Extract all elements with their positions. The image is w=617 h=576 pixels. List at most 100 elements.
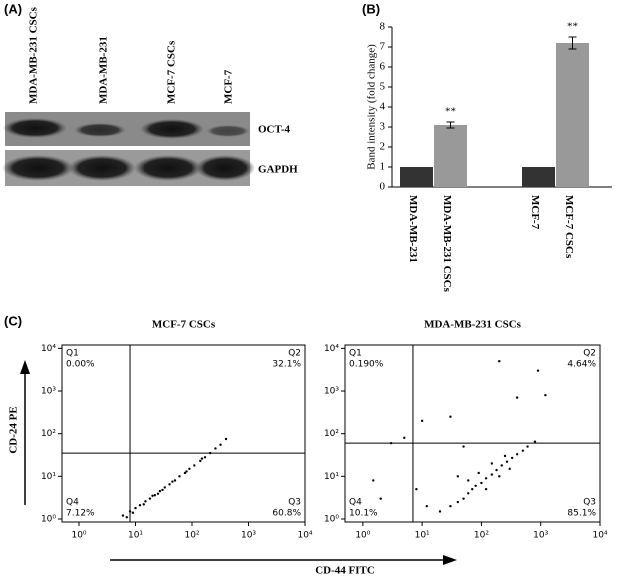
quadrant-percent: 4.64% xyxy=(567,360,596,370)
plot-title: MDA-MB-231 CSCs xyxy=(424,319,522,331)
blot-row-label: OCT-4 xyxy=(258,124,290,136)
point xyxy=(138,504,142,507)
point xyxy=(505,460,509,463)
point xyxy=(462,497,465,500)
quadrant-percent: 60.8% xyxy=(272,509,301,519)
point xyxy=(171,480,174,483)
x-tick-label: 10⁰ xyxy=(71,531,86,541)
y-tick-label: 10³ xyxy=(41,387,56,397)
point xyxy=(425,504,429,508)
quadrant-percent: 0.190% xyxy=(349,360,384,370)
point xyxy=(214,447,217,450)
y-tick-label: 10¹ xyxy=(324,472,339,482)
bar xyxy=(434,125,467,187)
y-axis-label: Band intensity (fold change) xyxy=(366,44,378,170)
point xyxy=(438,510,442,513)
point xyxy=(153,494,157,497)
x-tick-label: 10⁴ xyxy=(297,531,312,541)
point xyxy=(474,484,477,487)
x-tick-label: MCF-7 CSCs xyxy=(563,195,575,259)
point xyxy=(498,360,501,363)
y-tick-label: 6 xyxy=(380,61,386,73)
x-tick-label: 10⁴ xyxy=(592,531,607,541)
point xyxy=(515,396,519,399)
quadrant-percent: 85.1% xyxy=(567,509,596,519)
quadrant-name: Q2 xyxy=(288,349,301,359)
x-tick-label: 10⁰ xyxy=(355,531,370,541)
point xyxy=(533,440,537,443)
point xyxy=(193,464,196,467)
annotation: ** xyxy=(567,21,578,33)
point xyxy=(449,504,452,508)
point xyxy=(508,467,511,471)
point xyxy=(372,479,375,482)
point xyxy=(168,483,171,486)
point xyxy=(200,457,204,460)
point xyxy=(467,492,470,495)
point xyxy=(148,497,152,500)
point xyxy=(121,514,125,517)
bar xyxy=(522,167,555,187)
point xyxy=(536,369,540,372)
error-bar xyxy=(446,121,455,129)
point xyxy=(449,415,452,418)
x-tick-label: MDA-MB-231 xyxy=(407,195,419,263)
point xyxy=(161,488,164,492)
point xyxy=(462,445,465,448)
point xyxy=(484,487,488,491)
point xyxy=(185,470,188,473)
lane-label: MDA-MB-231 CSCs xyxy=(28,6,40,104)
lane-label: MDA-MB-231 xyxy=(98,36,110,104)
point xyxy=(219,443,222,446)
point xyxy=(199,459,202,463)
quadrant-name: Q3 xyxy=(583,498,596,508)
y-tick-label: 1 xyxy=(380,161,386,173)
quadrant-name: Q3 xyxy=(288,498,301,508)
quadrant-percent: 0.00% xyxy=(66,360,95,370)
point xyxy=(183,471,187,475)
point xyxy=(490,473,494,476)
x-axis-label: CD-44 FITC xyxy=(315,565,375,576)
bar xyxy=(400,167,433,187)
x-tick-label: 10¹ xyxy=(415,531,430,541)
y-tick-label: 2 xyxy=(380,141,386,153)
point xyxy=(490,462,494,465)
point xyxy=(379,497,382,500)
quadrant-name: Q1 xyxy=(349,349,362,359)
blot xyxy=(2,112,255,186)
point xyxy=(467,479,470,482)
y-tick-label: 10³ xyxy=(324,387,339,397)
point xyxy=(495,468,498,472)
point xyxy=(224,437,228,441)
annotation: ** xyxy=(445,106,456,118)
x-tick-label: 10³ xyxy=(533,531,548,541)
axis-arrow-head xyxy=(20,360,30,374)
point xyxy=(173,479,177,482)
x-tick-label: MCF-7 xyxy=(529,195,541,230)
quadrant-name: Q4 xyxy=(66,498,79,508)
y-tick-label: 0 xyxy=(380,181,386,193)
point xyxy=(125,516,128,519)
point xyxy=(142,503,145,506)
point xyxy=(500,464,503,467)
x-tick-label: 10¹ xyxy=(128,531,143,541)
x-tick-label: 10² xyxy=(184,531,199,541)
x-tick-label: 10² xyxy=(474,531,489,541)
lane-label: MCF-7 CSCs xyxy=(166,40,178,104)
point xyxy=(134,506,137,510)
y-tick-label: 10¹ xyxy=(41,472,56,482)
quadrant-name: Q1 xyxy=(66,349,79,359)
bar xyxy=(556,43,589,187)
y-tick-label: 10⁰ xyxy=(41,514,56,524)
point xyxy=(510,456,514,460)
y-axis-label: CD-24 PE xyxy=(8,406,20,453)
y-tick-label: 10² xyxy=(324,429,339,439)
panel-label: (C) xyxy=(4,313,22,328)
lane-label: MCF-7 xyxy=(223,69,235,104)
quadrant-percent: 7.12% xyxy=(66,509,95,519)
panel-label: (A) xyxy=(4,1,22,16)
point xyxy=(521,449,525,452)
point xyxy=(480,481,483,485)
point xyxy=(158,489,162,493)
